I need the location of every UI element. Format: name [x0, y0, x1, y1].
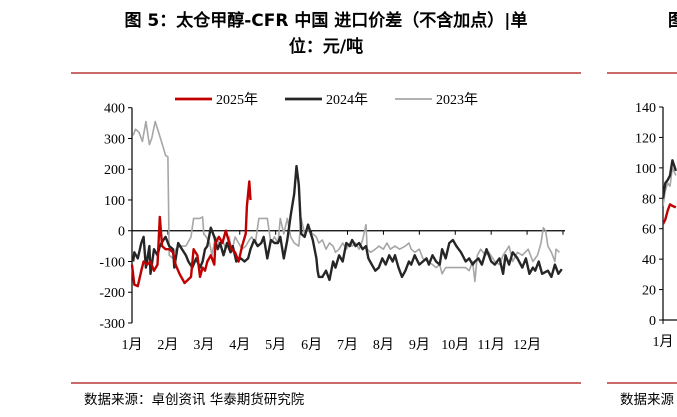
- chart-title-line1: 图 5：太仓甲醇-CFR 中国 进口价差（不含加点）|单: [124, 11, 528, 31]
- series-line-series-1: [663, 159, 677, 199]
- top-rule: [71, 72, 581, 74]
- legend-item: 2023年: [395, 92, 478, 108]
- chart-title-line2: 位：元/吨: [288, 37, 364, 57]
- y-tick-label: 20: [642, 284, 656, 299]
- x-tick-label: 6月: [301, 337, 322, 353]
- y-tick-label: 120: [635, 131, 656, 146]
- next-bottom-rule: [607, 382, 677, 384]
- legend-item: 2024年: [285, 92, 368, 108]
- x-tick-label: 12月: [513, 337, 541, 353]
- series-line-2023年: [132, 120, 561, 283]
- legend: 2025年 2024年 2023年: [175, 92, 478, 108]
- y-tick-label: 60: [642, 223, 656, 238]
- series-line-2025年: [130, 180, 252, 288]
- next-top-rule: [607, 72, 677, 74]
- x-tick-label: 7月: [337, 337, 358, 353]
- x-tick-label: 5月: [265, 337, 286, 353]
- x-tick-label: 8月: [373, 337, 394, 353]
- y-tick-label: 100: [635, 162, 656, 177]
- series-line-series-0: [663, 203, 677, 225]
- next-source-note: 数据来源: [620, 392, 674, 408]
- y-tick-label: 140: [635, 101, 656, 116]
- legend-label: 2023年: [436, 92, 478, 108]
- y-tick-label: 100: [104, 194, 125, 209]
- y-tick-label: 0: [649, 314, 656, 329]
- x-tick-label: 1月: [653, 334, 674, 350]
- x-tick-label: 11月: [477, 337, 504, 353]
- next-chart-title: 图: [668, 11, 677, 31]
- chart-0: 400 300 200 100 0 -100 -200 -300 1月 2月 3月 4月 5月 6月 7月 8…: [99, 102, 565, 353]
- y-tick-label: -100: [99, 255, 125, 270]
- y-tick-label: 400: [104, 102, 125, 117]
- x-tick-label: 1月: [122, 337, 143, 353]
- legend-item: 2025年: [175, 92, 258, 108]
- y-tick-label: 80: [642, 192, 656, 207]
- y-tick-label: -300: [99, 317, 125, 332]
- chart-title: 图 5：太仓甲醇-CFR 中国 进口价差（不含加点）|单 位：元/吨: [70, 8, 582, 60]
- bottom-rule: [71, 382, 581, 384]
- y-tick-label: 200: [104, 163, 125, 178]
- y-tick-label: 0: [118, 225, 125, 240]
- x-tick-label: 4月: [229, 337, 250, 353]
- x-tick-label: 9月: [409, 337, 430, 353]
- y-tick-label: -200: [99, 286, 125, 301]
- source-note: 数据来源：卓创资讯 华泰期货研究院: [84, 392, 305, 408]
- legend-label: 2025年: [216, 92, 258, 108]
- y-tick-label: 40: [642, 253, 656, 268]
- x-tick-label: 3月: [193, 337, 214, 353]
- y-tick-label: 300: [104, 132, 125, 147]
- x-tick-label: 2月: [157, 337, 178, 353]
- chart-1: 140 120 100 80 60 40 20 0 1月: [635, 101, 677, 350]
- legend-label: 2024年: [326, 92, 368, 108]
- x-tick-label: 10月: [441, 337, 469, 353]
